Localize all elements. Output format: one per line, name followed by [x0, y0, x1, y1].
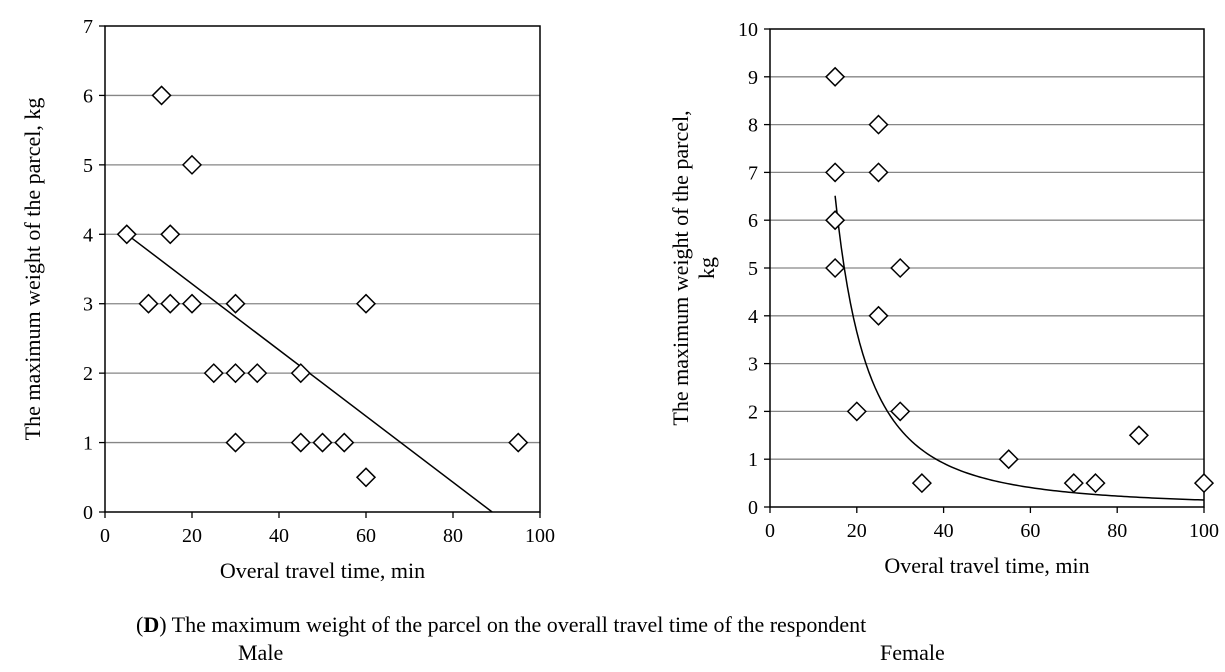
male-data-point [225, 363, 246, 384]
female-data-point [825, 66, 846, 87]
male-x-axis-label: Overal travel time, min [220, 558, 425, 583]
female-data-point [868, 305, 889, 326]
male-data-point [116, 224, 137, 245]
male-y-tick-label: 0 [83, 502, 93, 524]
caption-letter: D [143, 612, 160, 637]
female-data-point [1063, 473, 1084, 494]
male-data-point [181, 293, 203, 314]
female-x-axis-label: Overal travel time, min [884, 553, 1089, 578]
female-x-tick-label: 60 [1020, 520, 1040, 542]
female-trendline [834, 195, 1205, 501]
male-data-point [181, 154, 203, 175]
male-y-axis-label: The maximum weight of the parcel, kg [20, 98, 45, 441]
male-y-tick-label: 2 [83, 363, 93, 385]
female-y-tick-label: 6 [748, 210, 758, 232]
panel-label-male: Male [238, 640, 284, 665]
male-data-point [138, 293, 159, 314]
female-x-tick-label: 40 [934, 520, 954, 542]
female-y-tick-label: 7 [748, 162, 758, 184]
female-y-tick-label: 2 [748, 401, 758, 423]
female-y-tick-label: 3 [748, 354, 758, 376]
female-data-point [825, 162, 846, 183]
female-y-tick-label: 4 [748, 306, 758, 328]
male-x-tick-label: 20 [182, 525, 202, 547]
female-y-tick-label: 0 [748, 497, 758, 519]
female-data-point [846, 401, 867, 422]
female-y-tick-label: 9 [748, 67, 758, 89]
male-y-tick-label: 1 [83, 433, 93, 455]
female-data-point [1128, 425, 1149, 446]
female-x-tick-label: 0 [765, 520, 775, 542]
female-y-axis-label: The maximum weight of the parcel,kg [668, 110, 719, 425]
male-data-point [312, 432, 333, 453]
female-y-tick-label: 10 [738, 19, 758, 41]
female-data-point [1085, 473, 1106, 494]
female-y-tick-label: 1 [748, 449, 758, 471]
male-y-tick-label: 6 [83, 85, 93, 107]
female-y-tick-label: 8 [748, 115, 758, 137]
female-data-point [868, 162, 889, 183]
female-data-point [825, 210, 846, 231]
male-data-point [290, 432, 311, 453]
caption-text: The maximum weight of the parcel on the … [166, 612, 867, 637]
male-x-tick-label: 0 [100, 525, 110, 547]
female-x-tick-label: 100 [1189, 520, 1219, 542]
female-data-point [998, 449, 1019, 470]
male-x-tick-label: 100 [525, 525, 555, 547]
male-data-point [160, 224, 181, 245]
male-y-tick-label: 7 [83, 16, 93, 38]
male-x-tick-label: 40 [269, 525, 289, 547]
male-data-point [290, 363, 311, 384]
male-data-point [247, 363, 268, 384]
female-y-axis-label-line: The maximum weight of the parcel, [668, 110, 693, 425]
female-x-tick-label: 80 [1107, 520, 1127, 542]
male-y-tick-label: 4 [83, 224, 93, 246]
male-data-point [160, 293, 181, 314]
male-data-point [225, 293, 246, 314]
female-data-point [825, 257, 846, 279]
male-data-point [151, 85, 172, 106]
male-data-point [225, 432, 246, 453]
female-data-point [1193, 473, 1215, 494]
male-data-point [355, 467, 377, 488]
panel-label-female: Female [880, 640, 945, 665]
male-y-tick-label: 5 [83, 155, 93, 177]
male-data-point [355, 293, 377, 314]
female-data-point [911, 473, 932, 494]
male-scatter-chart: 0 1 2 3 4 5 6 7 0 20 40 60 80 100 Overal travel time, … [20, 16, 555, 583]
male-y-tick-label: 3 [83, 294, 93, 316]
male-plot-frame [104, 25, 541, 513]
male-x-tick-label: 60 [356, 525, 376, 547]
male-data-point [508, 432, 529, 453]
female-data-point [890, 257, 911, 279]
figure-caption: (D) The maximum weight of the parcel on … [136, 612, 867, 637]
male-x-tick-label: 80 [443, 525, 463, 547]
male-data-point [334, 432, 355, 453]
male-data-point [203, 363, 224, 384]
female-y-tick-label: 5 [748, 258, 758, 280]
female-y-axis-label-line: kg [694, 257, 719, 279]
female-data-point [868, 114, 889, 135]
female-data-point [890, 401, 911, 422]
female-x-tick-label: 20 [847, 520, 867, 542]
